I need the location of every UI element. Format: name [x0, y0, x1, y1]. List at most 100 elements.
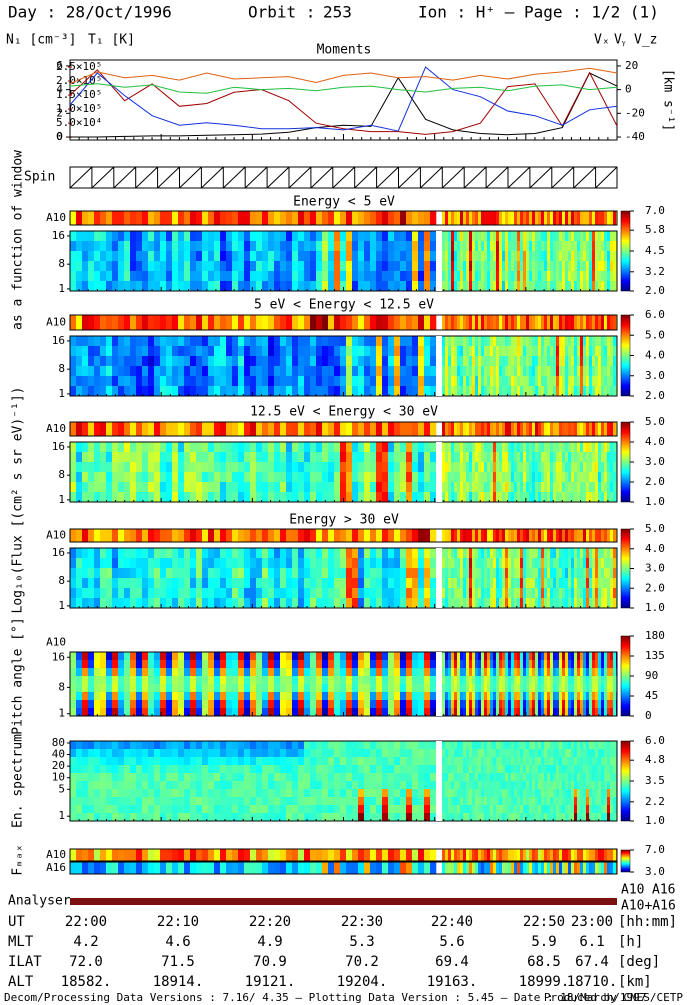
- spectrogram-cell: [268, 281, 275, 292]
- spectrogram-cell: [388, 692, 395, 701]
- spectrogram-cell: [556, 231, 560, 242]
- spectrogram-cell: [154, 741, 161, 750]
- spectrogram-cell: [322, 684, 329, 693]
- spectrogram-cell: [238, 271, 245, 282]
- spectrogram-cell: [130, 598, 137, 609]
- spectrogram-cell: [268, 652, 275, 661]
- spectrogram-cell: [481, 692, 485, 701]
- spectrogram-cell: [532, 700, 536, 709]
- spectrogram-cell: [88, 598, 95, 609]
- spectrogram-cell: [316, 558, 323, 569]
- spectrogram-cell: [532, 442, 536, 453]
- spectrogram-cell: [517, 700, 521, 709]
- spectrogram-cell: [208, 271, 215, 282]
- spectrogram-cell: [532, 652, 536, 661]
- spectrogram-cell: [166, 588, 173, 599]
- spectrogram-cell: [154, 805, 161, 814]
- spectrogram-cell: [457, 676, 461, 685]
- spectrogram-cell: [76, 708, 83, 717]
- spectrogram-cell: [580, 578, 584, 589]
- spectrogram-cell: [592, 558, 596, 569]
- spectrogram-cell: [475, 241, 479, 252]
- spectrogram-cell: [523, 241, 527, 252]
- spectrogram-cell: [526, 548, 530, 559]
- spectrogram-cell: [475, 366, 479, 377]
- spectrogram-cell: [112, 386, 119, 397]
- spectrogram-cell: [541, 700, 545, 709]
- spectrogram-cell: [442, 668, 446, 677]
- spectrogram-cell: [550, 462, 554, 473]
- spectrogram-cell: [214, 356, 221, 367]
- spectrogram-cell: [469, 366, 473, 377]
- spectrogram-cell: [130, 700, 137, 709]
- spectrogram-cell: [463, 492, 467, 503]
- spectrogram-cell: [589, 386, 593, 397]
- spectrogram-cell: [454, 558, 458, 569]
- spectrogram-cell: [499, 529, 503, 543]
- spectrogram-cell: [586, 588, 590, 599]
- spectrogram-cell: [316, 700, 323, 709]
- spectrogram-cell: [529, 558, 533, 569]
- spectrogram-cell: [328, 271, 335, 282]
- spectrogram-cell: [538, 598, 542, 609]
- spectrogram-cell: [574, 708, 578, 717]
- spectrogram-cell: [493, 598, 497, 609]
- spectrogram-cell: [577, 700, 581, 709]
- spectrogram-cell: [448, 241, 452, 252]
- spectrogram-cell: [589, 660, 593, 669]
- spectrogram-cell: [232, 261, 239, 272]
- spectrogram-cell: [514, 529, 518, 543]
- spectrogram-cell: [499, 315, 503, 331]
- spectrogram-cell: [286, 598, 293, 609]
- spectrogram-cell: [592, 442, 596, 453]
- spectrogram-cell: [526, 366, 530, 377]
- spectrogram-cell: [448, 652, 452, 661]
- spectrogram-cell: [523, 598, 527, 609]
- spectrogram-cell: [595, 692, 599, 701]
- spectrogram-cell: [370, 315, 377, 331]
- spectrogram-cell: [442, 472, 446, 483]
- spectrogram-cell: [250, 271, 257, 282]
- spectrogram-cell: [340, 652, 347, 661]
- spectrogram-cell: [406, 315, 413, 331]
- spectrogram-cell: [160, 315, 167, 331]
- spectrogram-cell: [118, 660, 125, 669]
- spectrogram-cell: [334, 442, 341, 453]
- spectrogram-cell: [88, 241, 95, 252]
- orbit-label: Orbit :: [248, 3, 315, 22]
- spectrogram-cell: [154, 241, 161, 252]
- spectrogram-cell: [610, 346, 614, 357]
- spectrogram-cell: [607, 271, 611, 282]
- spectrogram-cell: [358, 700, 365, 709]
- spectrogram-cell: [160, 652, 167, 661]
- spectrogram-cell: [328, 315, 335, 331]
- spectrogram-cell: [499, 231, 503, 242]
- spectrogram-cell: [583, 315, 587, 331]
- spectrogram-cell: [262, 492, 269, 503]
- spectrogram-cell: [268, 482, 275, 493]
- spectrogram-cell: [424, 366, 431, 377]
- colorbar-tick-label: 2.0: [645, 284, 665, 297]
- spectrogram-cell: [523, 529, 527, 543]
- spectrogram-cell: [388, 676, 395, 685]
- spectrogram-cell: [208, 422, 215, 437]
- spectrogram-cell: [286, 700, 293, 709]
- spectrogram-cell: [166, 568, 173, 579]
- spectrogram-cell: [118, 700, 125, 709]
- spectrogram-cell: [214, 652, 221, 661]
- spectrogram-cell: [511, 442, 515, 453]
- spectrogram-cell: [406, 529, 413, 543]
- spectrogram-cell: [571, 482, 575, 493]
- spectrogram-cell: [124, 765, 131, 774]
- spectrogram-cell: [208, 708, 215, 717]
- spectrogram-cell: [214, 660, 221, 669]
- spectrogram-cell: [553, 692, 557, 701]
- spectrogram-cell: [100, 386, 107, 397]
- spectrogram-cell: [508, 660, 512, 669]
- spectrogram-cell: [406, 241, 413, 252]
- spectrogram-cell: [76, 558, 83, 569]
- spectrogram-cell: [529, 366, 533, 377]
- spectrogram-cell: [460, 261, 464, 272]
- spectrogram-cell: [208, 261, 215, 272]
- spectrogram-cell: [94, 366, 101, 377]
